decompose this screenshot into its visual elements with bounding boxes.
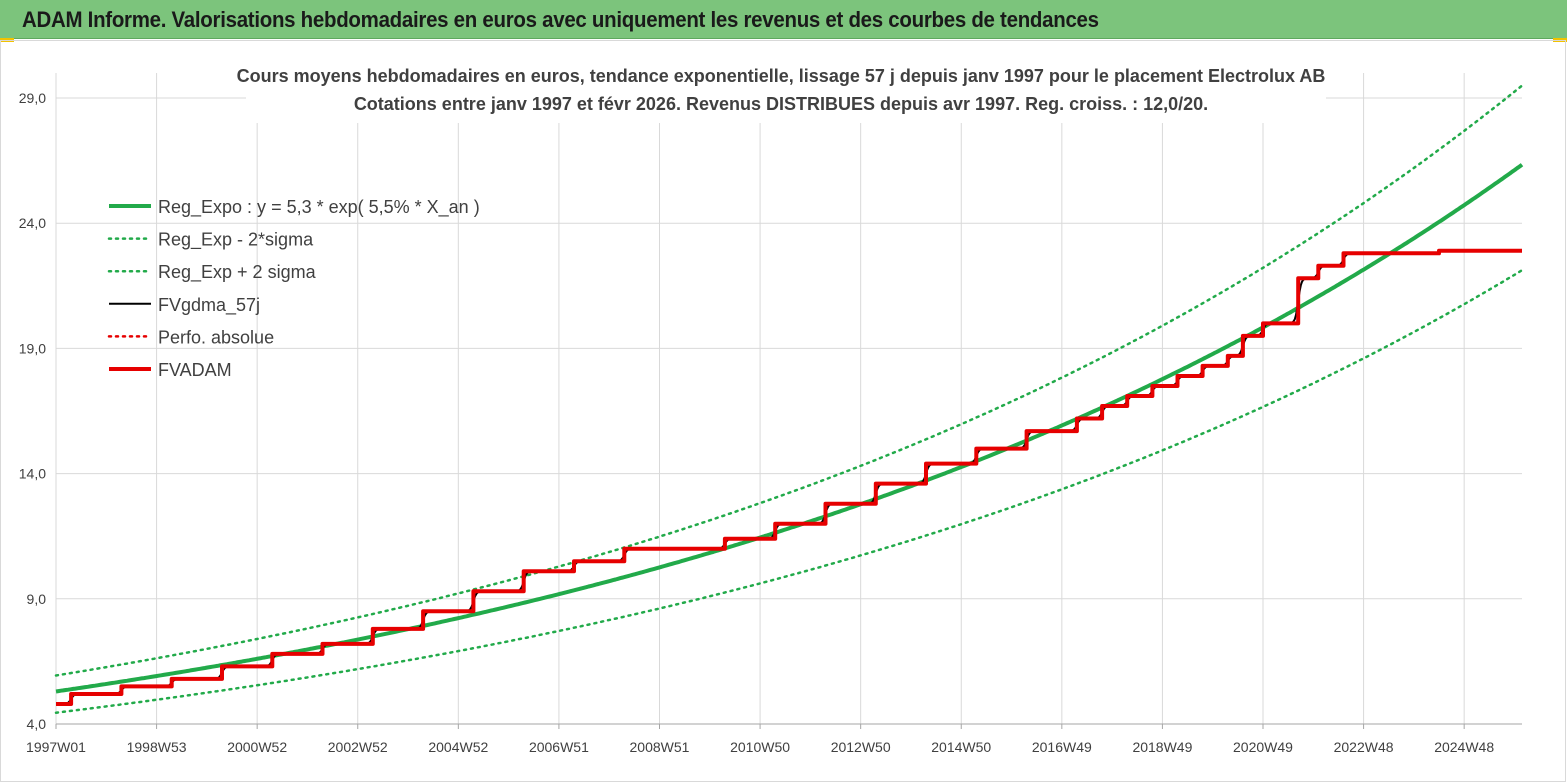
legend-entry: Reg_Exp - 2*sigma — [158, 230, 314, 251]
x-tick-label: 2018W49 — [1132, 739, 1192, 755]
y-tick-label: 4,0 — [27, 716, 47, 732]
series-line-reg — [55, 163, 1524, 694]
header-bar: ADAM Informe. Valorisations hebdomadaire… — [0, 0, 1567, 39]
x-tick-label: 2000W52 — [227, 739, 287, 755]
x-tick-label: 2010W50 — [730, 739, 790, 755]
legend-entry: Perfo. absolue — [158, 327, 274, 347]
axis-layer: 4,0 9,0 14,0 19,0 24,0 29,0 1997W01 1998W53 2000… — [19, 90, 1522, 755]
legend-entry: FVgdma_57j — [158, 295, 260, 316]
y-tick-label: 24,0 — [19, 215, 46, 231]
series-layer — [54, 84, 1524, 714]
x-tick-label: 2004W52 — [428, 739, 488, 755]
x-tick-label: 1998W53 — [127, 739, 187, 755]
legend-entry: Reg_Exp + 2 sigma — [158, 262, 317, 283]
chart-title-line-2: Cotations entre janv 1997 et févr 2026. … — [354, 94, 1208, 114]
legend-entry: FVADAM — [158, 360, 232, 380]
series-line-upper — [54, 84, 1524, 677]
x-tick-label: 2024W48 — [1434, 739, 1494, 755]
page-title: ADAM Informe. Valorisations hebdomadaire… — [22, 7, 1099, 32]
x-tick-label: 2020W49 — [1233, 739, 1293, 755]
x-tick-label: 2022W48 — [1334, 739, 1394, 755]
chart-title: Cours moyens hebdomadaires en euros, ten… — [237, 55, 1326, 123]
legend-entry: Reg_Expo : y = 5,3 * exp( 5,5% * X_an ) — [158, 197, 480, 218]
x-tick-label: 2008W51 — [630, 739, 690, 755]
y-tick-label: 29,0 — [19, 90, 46, 106]
series-line-adam — [56, 248, 1522, 706]
x-tick-label: 2012W50 — [831, 739, 891, 755]
y-tick-label: 9,0 — [27, 591, 47, 607]
x-tick-label: 2016W49 — [1032, 739, 1092, 755]
x-tick-label: 2002W52 — [328, 739, 388, 755]
legend: Reg_Expo : y = 5,3 * exp( 5,5% * X_an ) R… — [107, 197, 480, 380]
chart-svg: 4,0 9,0 14,0 19,0 24,0 29,0 1997W01 1998W53 2000… — [19, 55, 1524, 755]
y-tick-label: 19,0 — [19, 340, 46, 356]
chart-area: 4,0 9,0 14,0 19,0 24,0 29,0 1997W01 1998W53 2000… — [0, 40, 1566, 782]
x-tick-label: 1997W01 — [26, 739, 86, 755]
x-tick-label: 2006W51 — [529, 739, 589, 755]
series-line-lower — [54, 268, 1524, 714]
y-tick-label: 14,0 — [19, 466, 46, 482]
grid-layer — [55, 73, 1522, 725]
x-tick-label: 2014W50 — [931, 739, 991, 755]
title-background — [246, 55, 1326, 123]
chart-title-line-1: Cours moyens hebdomadaires en euros, ten… — [237, 66, 1326, 86]
